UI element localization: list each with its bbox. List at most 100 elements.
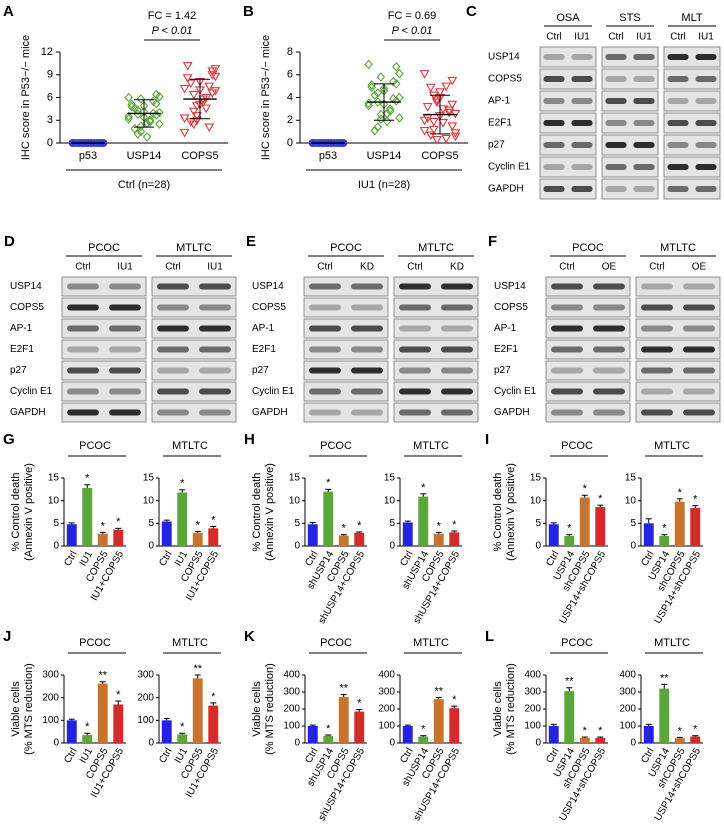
- point: [395, 68, 404, 79]
- blot-band: [157, 367, 189, 374]
- lane-label: Ctrl: [546, 32, 562, 43]
- blot-band: [543, 76, 565, 82]
- point: [188, 90, 199, 100]
- blot-strip: [151, 381, 237, 402]
- blot-band: [641, 283, 673, 290]
- blot-strip: [663, 90, 721, 112]
- blot-band: [543, 120, 565, 126]
- blot-strip: [539, 90, 597, 112]
- y-tick-label: 0: [389, 541, 395, 552]
- significance-label: *: [101, 520, 106, 532]
- bar: [674, 738, 685, 743]
- significance-label: **: [98, 670, 107, 682]
- blot-strip: [601, 178, 659, 200]
- bar: [643, 523, 654, 546]
- point: [155, 119, 164, 129]
- blot-strip: [635, 297, 721, 318]
- point: [155, 91, 164, 102]
- blot-band: [695, 54, 717, 60]
- blot-strip: [663, 134, 721, 156]
- point: [392, 96, 401, 106]
- blot-band: [551, 367, 583, 374]
- bar: [354, 532, 365, 546]
- blot-band: [351, 283, 383, 290]
- lane-label: IU1: [207, 262, 223, 273]
- blot-band: [351, 367, 383, 374]
- blot-band: [351, 388, 383, 395]
- bar: [307, 524, 318, 546]
- blot-strip: [545, 360, 631, 381]
- blot-band: [309, 388, 341, 395]
- blot-band: [309, 304, 341, 311]
- significance-label: *: [678, 487, 683, 499]
- annotation: P < 0.01: [152, 25, 193, 37]
- significance-label: *: [326, 477, 331, 489]
- x-tick-label: Ctrl: [157, 746, 174, 765]
- blot-strip: [635, 360, 721, 381]
- point: [364, 100, 373, 111]
- lane-label: Ctrl: [407, 262, 423, 273]
- significance-label: **: [660, 672, 669, 684]
- blot-band: [695, 76, 717, 82]
- blot-band: [633, 186, 655, 192]
- blot-band: [571, 186, 593, 192]
- blot-strip: [601, 90, 659, 112]
- point: [204, 123, 215, 133]
- blot-strip: [663, 68, 721, 90]
- blot-strip: [61, 339, 147, 360]
- blot-band: [309, 367, 341, 374]
- y-tick-label: 0: [53, 738, 59, 749]
- blot-band: [157, 283, 189, 290]
- significance-label: *: [421, 482, 426, 494]
- lane-label: Ctrl: [317, 262, 333, 273]
- group-name: MTLTC: [176, 242, 212, 254]
- point: [127, 101, 136, 112]
- point: [136, 94, 146, 104]
- point: [182, 74, 193, 83]
- significance-label: *: [180, 721, 185, 733]
- blot-band: [683, 409, 715, 416]
- blot-band: [683, 325, 715, 332]
- y-tick-label: 5: [389, 518, 395, 529]
- point: [179, 114, 190, 124]
- lane-label: KD: [450, 262, 464, 273]
- y-tick-label: 5: [630, 518, 636, 529]
- blot-band: [593, 283, 625, 290]
- y-tick-label: 10: [625, 495, 637, 506]
- blot-band: [571, 120, 593, 126]
- y-tick-label: 200: [378, 704, 395, 715]
- blot-strip: [61, 360, 147, 381]
- point: [422, 103, 433, 112]
- row-label: AP-1: [10, 323, 33, 334]
- y-tick-label: 400: [524, 670, 541, 681]
- group-title: PCOC: [320, 637, 352, 649]
- row-label: AP-1: [494, 323, 517, 334]
- blot-strip: [539, 112, 597, 134]
- blot-band: [593, 304, 625, 311]
- bar: [113, 704, 124, 743]
- group-name: MTLTC: [660, 242, 696, 254]
- point: [431, 136, 442, 145]
- y-tick-label: 5: [53, 518, 59, 529]
- group-title: MTLTC: [413, 440, 449, 452]
- bar: [97, 533, 108, 546]
- bar: [66, 524, 77, 546]
- significance-label: *: [357, 697, 362, 709]
- blot-band: [667, 98, 689, 104]
- y-axis-label: (% MTS reduction): [264, 663, 276, 755]
- significance-label: *: [598, 493, 603, 505]
- blot-strip: [393, 360, 479, 381]
- blot-band: [641, 325, 673, 332]
- significance-label: *: [196, 519, 201, 531]
- significance-label: *: [662, 523, 667, 535]
- blot-band: [593, 388, 625, 395]
- y-tick-label: 0: [535, 541, 541, 552]
- row-label: COPS5: [10, 302, 44, 313]
- point: [438, 105, 449, 114]
- point: [152, 98, 161, 109]
- y-tick-label: 400: [378, 670, 395, 681]
- y-tick-label: 12: [41, 46, 53, 58]
- y-axis-label: Viable cells: [10, 681, 22, 737]
- point: [201, 93, 212, 103]
